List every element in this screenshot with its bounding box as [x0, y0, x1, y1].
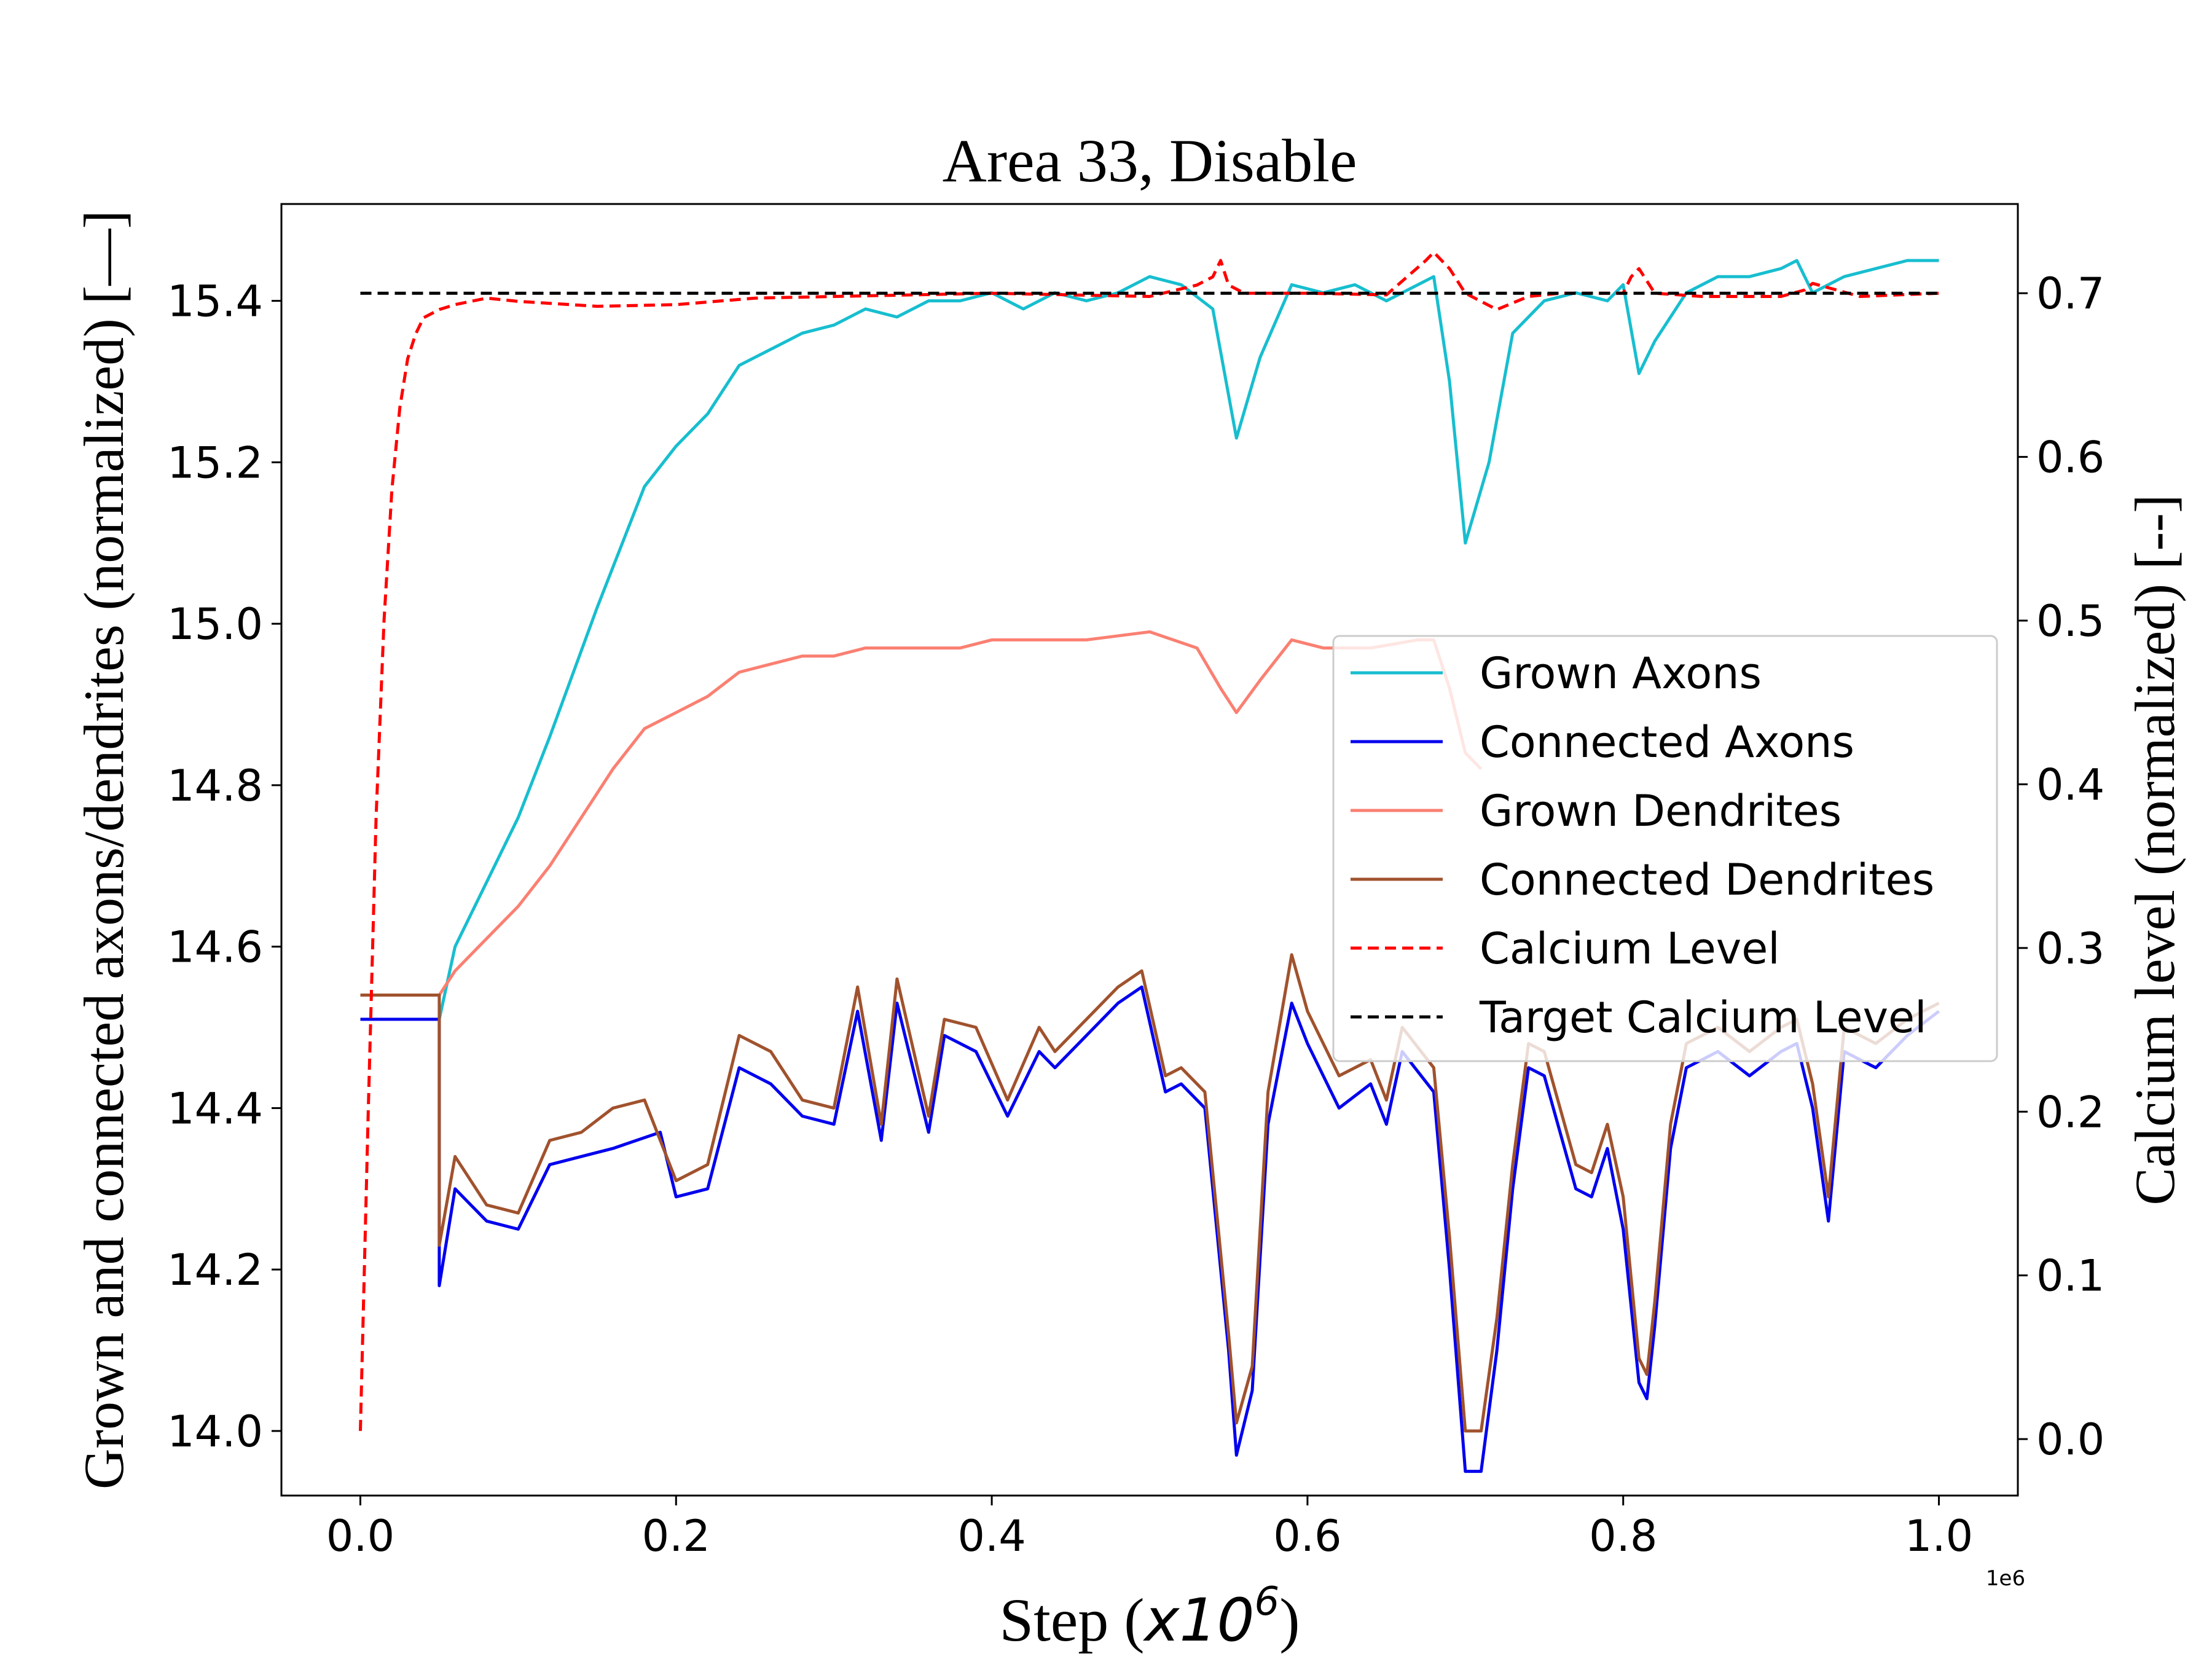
y-right-tick-label: 0.1: [2036, 1251, 2104, 1301]
plot-frame: [280, 203, 2019, 1497]
x-tick-label: 0.8: [1589, 1511, 1657, 1561]
y-right-tick-label: 0.7: [2036, 269, 2104, 319]
legend-label-grown-axons: Grown Axons: [1480, 648, 1762, 699]
y-right-tick-label: 0.3: [2036, 924, 2104, 974]
x-tick-label: 0.6: [1273, 1511, 1341, 1561]
y-left-tick-label: 14.4: [167, 1083, 263, 1134]
y-right-tick-label: 0.6: [2036, 433, 2104, 483]
y-axis-left-label: Grown and connected axons/dendrites (nor…: [73, 210, 135, 1489]
legend: Grown Axons Connected Axons Grown Dendrite…: [1332, 635, 1998, 1062]
legend-box: [1332, 635, 1998, 1062]
x-axis-label-exponent: 6: [1255, 1579, 1280, 1625]
x-tick-label: 1.0: [1905, 1511, 1973, 1561]
y-right-tick-label: 0.2: [2036, 1087, 2104, 1137]
y-left-tick-label: 15.4: [167, 276, 263, 327]
series-line-calcium-level: [359, 251, 1939, 1431]
y-left-tick-label: 14.2: [167, 1245, 263, 1295]
y-left-tick-label: 14.8: [167, 761, 263, 811]
legend-label-connected-axons: Connected Axons: [1480, 717, 1854, 767]
chart-title: Area 33, Disable: [943, 127, 1357, 195]
ticks-layer: 0.0 0.2 0.4 0.6 0.8 1.0 14.0 14.2 14.4 14.6 14.8 15…: [167, 269, 2104, 1561]
y-right-tick-label: 0.0: [2036, 1414, 2104, 1465]
series-line-connected-axons: [360, 985, 1940, 1473]
y-left-tick-label: 14.0: [167, 1406, 263, 1457]
y-left-tick-label: 15.2: [167, 437, 263, 488]
y-right-tick-label: 0.5: [2036, 596, 2104, 646]
x-tick-label: 0.4: [957, 1511, 1026, 1561]
series-line-connected-dendrites: [360, 953, 1940, 1433]
y-axis-right-label: Calcium level (normalized) [--]: [2124, 494, 2186, 1205]
y-left-tick-label: 14.6: [167, 922, 263, 973]
x-axis-label-close: ): [1279, 1586, 1300, 1654]
x-axis-label-math: x10: [1143, 1586, 1255, 1655]
y-right-tick-label: 0.4: [2036, 759, 2104, 810]
y-left-tick-label: 15.0: [167, 599, 263, 649]
x-axis-label-text: Step (: [999, 1586, 1144, 1654]
legend-label-calcium-level: Calcium Level: [1480, 924, 1780, 974]
legend-label-grown-dendrites: Grown Dendrites: [1480, 786, 1841, 836]
x-tick-label: 0.0: [326, 1511, 394, 1561]
x-axis-label: Step (x106): [999, 1579, 1300, 1655]
legend-label-target-calcium-level: Target Calcium Level: [1479, 992, 1927, 1043]
series-line-grown-axons: [437, 259, 1939, 1020]
x-axis-offset-text: 1e6: [1986, 1566, 2025, 1591]
x-tick-label: 0.2: [642, 1511, 710, 1561]
legend-label-connected-dendrites: Connected Dendrites: [1480, 855, 1934, 905]
series-layer: [359, 251, 1940, 1473]
